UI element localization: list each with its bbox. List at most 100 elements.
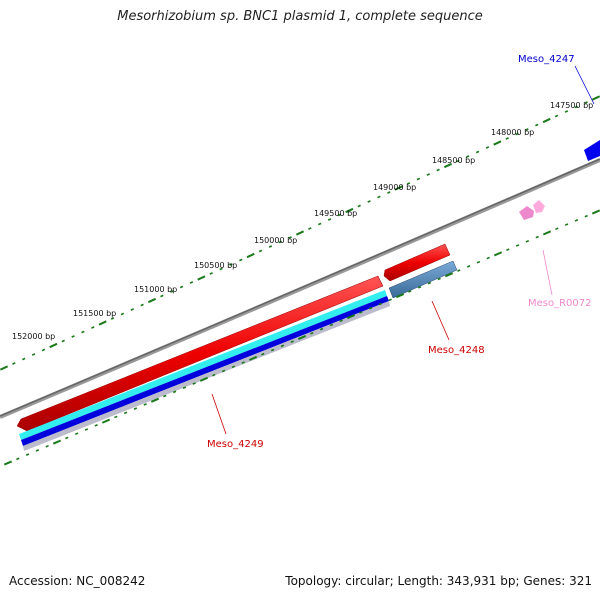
outer-ruler-tick — [318, 222, 322, 226]
outer-ruler-tick — [475, 150, 480, 154]
outer-ruler-tick — [268, 245, 273, 248]
label-meso-4247[interactable]: Meso_4247 — [518, 54, 575, 65]
inner-ruler-tick — [52, 439, 62, 445]
label-meso-r0072[interactable]: Meso_R0072 — [528, 298, 592, 309]
outer-ruler-tick — [591, 95, 600, 101]
inner-ruler-tick — [457, 269, 461, 272]
outer-ruler-tick — [584, 101, 588, 104]
inner-ruler-tick — [270, 348, 275, 352]
tick-label-151000: 151000 bp — [134, 285, 177, 294]
outer-ruler-tick — [394, 185, 403, 191]
feature-steel-blue[interactable] — [388, 260, 458, 299]
outer-ruler-tick — [288, 236, 292, 239]
outer-ruler-tick — [147, 297, 157, 304]
outer-ruler-tick — [554, 114, 559, 118]
inner-ruler-tick — [417, 285, 422, 289]
outer-ruler-tick — [456, 159, 460, 163]
outer-ruler-tick — [160, 294, 164, 298]
inner-ruler-tick — [535, 235, 539, 239]
inner-ruler-tick — [310, 331, 314, 335]
inner-ruler-tick — [542, 230, 552, 236]
outer-ruler-tick — [406, 182, 411, 185]
inner-ruler-tick — [574, 219, 579, 222]
outer-ruler-tick — [525, 128, 529, 131]
inner-ruler-tick — [150, 397, 160, 403]
outer-ruler-tick — [179, 285, 184, 289]
gene-meso-r0072[interactable] — [519, 200, 545, 220]
ruler-inner — [3, 209, 600, 466]
inner-ruler-tick — [466, 265, 471, 268]
inner-ruler-tick — [3, 460, 13, 466]
map-title: Mesorhizobium sp. BNC1 plasmid 1, comple… — [117, 9, 483, 24]
outer-ruler-tick — [436, 168, 440, 172]
outer-ruler-tick — [229, 263, 233, 266]
inner-ruler-tick — [143, 403, 147, 406]
outer-ruler-tick — [49, 342, 58, 349]
inner-ruler-tick — [280, 344, 285, 348]
outer-ruler-tick — [246, 252, 255, 259]
tick-label-148000: 148000 bp — [491, 128, 534, 137]
outer-ruler-tick — [345, 207, 354, 214]
inner-ruler-tick — [329, 323, 334, 327]
inner-ruler-tick — [133, 407, 138, 410]
inner-ruler-tick — [319, 327, 324, 331]
inner-track-cyan — [19, 290, 387, 440]
outer-ruler-tick — [0, 365, 9, 371]
tick-label-150500: 150500 bp — [194, 261, 237, 270]
inner-ruler-tick — [192, 382, 196, 385]
inner-ruler-tick — [172, 390, 177, 394]
outer-ruler-tick — [416, 177, 421, 181]
inner-ruler-tick — [388, 298, 392, 302]
outer-ruler-tick — [91, 326, 95, 329]
inner-ruler-tick — [444, 272, 454, 278]
inner-ruler-tick — [476, 260, 481, 264]
inner-ruler-tick — [378, 302, 383, 306]
gene-meso-4249[interactable] — [16, 275, 384, 432]
outer-ruler-tick — [535, 123, 539, 127]
outer-ruler-tick — [542, 117, 551, 124]
inner-ruler-tick — [564, 223, 569, 226]
inner-ruler-tick — [290, 340, 294, 344]
inner-ruler-tick — [74, 432, 79, 436]
gene-meso-4248[interactable] — [383, 243, 451, 282]
inner-ruler-tick — [584, 214, 588, 218]
outer-ruler-tick — [98, 320, 107, 326]
inner-ruler-tick — [241, 361, 245, 364]
outer-ruler-tick — [239, 258, 243, 262]
inner-ruler-tick — [395, 293, 405, 299]
gene-meso-4247[interactable] — [584, 140, 600, 161]
inner-ruler-tick — [35, 449, 40, 452]
outer-ruler-tick — [41, 348, 46, 352]
inner-ruler-tick — [199, 376, 209, 382]
backbone — [0, 158, 600, 419]
leader-meso-r0072 — [542, 249, 553, 296]
inner-ruler-tick — [261, 352, 265, 356]
ruler-labels: 147500 bp 148000 bp 148500 bp 149000 bp … — [12, 101, 593, 341]
outer-ruler-tick — [377, 195, 381, 199]
tick-label-147500: 147500 bp — [550, 101, 593, 110]
label-meso-4249[interactable]: Meso_4249 — [207, 439, 264, 450]
label-meso-4248[interactable]: Meso_4248 — [428, 345, 485, 356]
leader-meso-4247 — [574, 65, 595, 105]
inner-ruler-tick — [591, 209, 600, 215]
inner-ruler-tick — [65, 436, 69, 440]
outer-ruler-tick — [574, 105, 578, 109]
accession-text: Accession: NC_008242 — [9, 574, 146, 588]
outer-ruler-tick — [22, 357, 26, 361]
outer-ruler-tick — [258, 249, 263, 253]
outer-ruler-tick — [426, 173, 430, 176]
outer-ruler-tick — [197, 275, 206, 281]
outer-ruler-tick — [443, 162, 453, 169]
inner-ruler-tick — [493, 251, 503, 257]
tick-label-148500: 148500 bp — [432, 156, 475, 165]
leader-meso-4248 — [431, 300, 450, 341]
inner-ruler-tick — [212, 373, 216, 377]
inner-ruler-tick — [114, 415, 118, 419]
outer-ruler-tick — [564, 110, 569, 113]
outer-ruler-tick — [31, 353, 36, 356]
outer-ruler-tick — [387, 191, 391, 194]
topology-summary: Topology: circular; Length: 343,931 bp; … — [285, 574, 592, 588]
tick-label-152000: 152000 bp — [12, 332, 55, 341]
outer-ruler-tick — [130, 308, 134, 311]
